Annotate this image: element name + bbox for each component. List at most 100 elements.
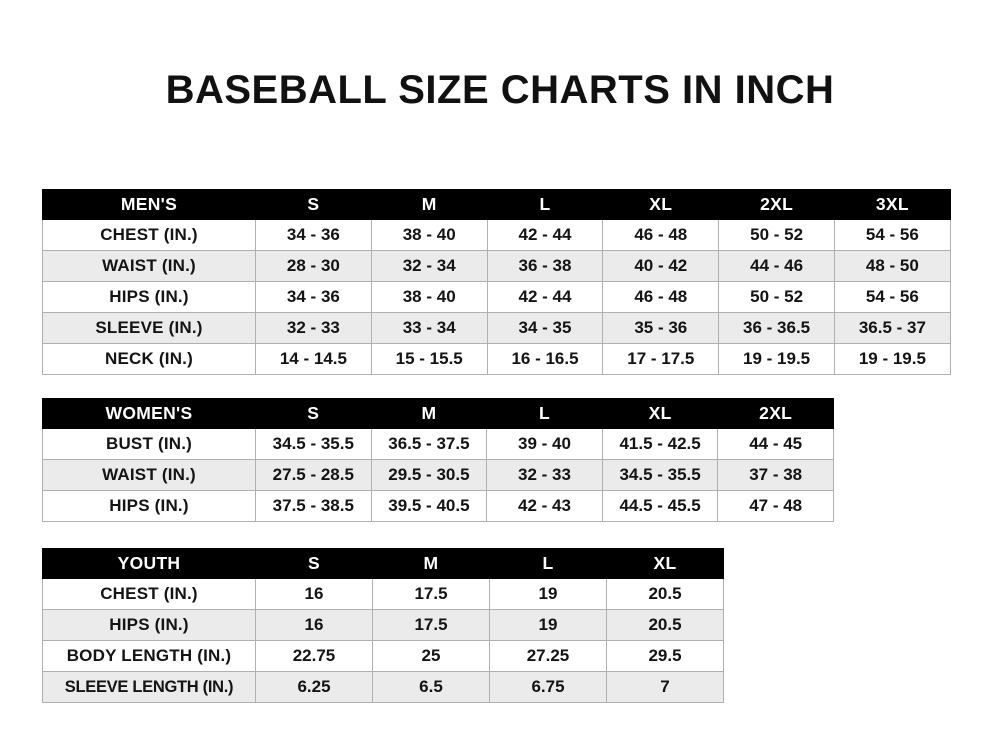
mens-size-header-s: S [255,189,372,220]
mens-hips-s: 34 - 36 [255,281,372,313]
mens-hips-3xl: 54 - 56 [833,281,951,313]
youth-hips-m: 17.5 [372,609,490,641]
youth-size-header-l: L [489,548,607,579]
youth-chest-xl: 20.5 [606,578,724,610]
table-row: BODY LENGTH (IN.) 22.75 25 27.25 29.5 [42,640,724,672]
mens-chest-l: 42 - 44 [486,219,604,251]
mens-chest-2xl: 50 - 52 [718,219,835,251]
womens-hips-2xl: 47 - 48 [717,490,834,522]
mens-waist-m: 32 - 34 [370,250,488,282]
mens-row-label-hips: HIPS (IN.) [42,281,256,313]
womens-size-header-s: S [255,398,372,429]
womens-bust-2xl: 44 - 45 [717,428,834,460]
mens-chest-xl: 46 - 48 [602,219,720,251]
womens-size-header-xl: XL [601,398,719,429]
womens-hips-l: 42 - 43 [486,490,603,522]
womens-hips-xl: 44.5 - 45.5 [601,490,719,522]
youth-header-row: YOUTH S M L XL [42,548,724,579]
youth-size-header-m: M [372,548,490,579]
mens-waist-3xl: 48 - 50 [833,250,951,282]
table-row: SLEEVE (IN.) 32 - 33 33 - 34 34 - 35 35 … [42,312,951,344]
mens-sleeve-l: 34 - 35 [486,312,604,344]
womens-waist-l: 32 - 33 [486,459,603,491]
table-row: WAIST (IN.) 27.5 - 28.5 29.5 - 30.5 32 -… [42,459,834,491]
mens-sleeve-m: 33 - 34 [370,312,488,344]
womens-waist-xl: 34.5 - 35.5 [601,459,719,491]
youth-size-header-xl: XL [606,548,724,579]
table-row: HIPS (IN.) 37.5 - 38.5 39.5 - 40.5 42 - … [42,490,834,522]
youth-hips-xl: 20.5 [606,609,724,641]
womens-size-table: WOMEN'S S M L XL 2XL BUST (IN.) 34.5 - 3… [42,398,834,522]
youth-body-length-s: 22.75 [255,640,373,672]
mens-waist-xl: 40 - 42 [602,250,720,282]
youth-row-label-sleeve-length: SLEEVE LENGTH (IN.) [42,671,256,703]
mens-neck-m: 15 - 15.5 [370,343,488,375]
youth-sleeve-length-l: 6.75 [489,671,607,703]
youth-chest-m: 17.5 [372,578,490,610]
womens-row-label-bust: BUST (IN.) [42,428,256,460]
womens-waist-s: 27.5 - 28.5 [255,459,372,491]
mens-neck-l: 16 - 16.5 [486,343,604,375]
womens-header-row: WOMEN'S S M L XL 2XL [42,398,834,429]
mens-chest-s: 34 - 36 [255,219,372,251]
mens-sleeve-3xl: 36.5 - 37 [833,312,951,344]
youth-size-table: YOUTH S M L XL CHEST (IN.) 16 17.5 19 20… [42,548,724,703]
page-title: BASEBALL SIZE CHARTS IN INCH [165,68,835,112]
mens-size-header-xl: XL [602,189,720,220]
table-row: NECK (IN.) 14 - 14.5 15 - 15.5 16 - 16.5… [42,343,951,375]
womens-table-header: WOMEN'S S M L XL 2XL [42,398,834,429]
mens-header-row: MEN'S S M L XL 2XL 3XL [42,189,951,220]
table-row: WAIST (IN.) 28 - 30 32 - 34 36 - 38 40 -… [42,250,951,282]
womens-bust-m: 36.5 - 37.5 [370,428,488,460]
youth-table-body: CHEST (IN.) 16 17.5 19 20.5 HIPS (IN.) 1… [42,578,724,703]
mens-size-header-2xl: 2XL [718,189,835,220]
youth-hips-l: 19 [489,609,607,641]
youth-body-length-m: 25 [372,640,490,672]
mens-size-table: MEN'S S M L XL 2XL 3XL CHEST (IN.) 34 - … [42,189,951,375]
womens-category-label: WOMEN'S [42,398,256,429]
mens-category-label: MEN'S [42,189,256,220]
womens-bust-s: 34.5 - 35.5 [255,428,372,460]
womens-row-label-waist: WAIST (IN.) [42,459,256,491]
womens-bust-xl: 41.5 - 42.5 [601,428,719,460]
youth-body-length-xl: 29.5 [606,640,724,672]
womens-waist-m: 29.5 - 30.5 [370,459,488,491]
youth-row-label-chest: CHEST (IN.) [42,578,256,610]
youth-body-length-l: 27.25 [489,640,607,672]
mens-row-label-neck: NECK (IN.) [42,343,256,375]
womens-size-header-l: L [486,398,603,429]
mens-hips-2xl: 50 - 52 [718,281,835,313]
mens-size-header-3xl: 3XL [833,189,951,220]
table-row: SLEEVE LENGTH (IN.) 6.25 6.5 6.75 7 [42,671,724,703]
mens-hips-l: 42 - 44 [486,281,604,313]
mens-row-label-waist: WAIST (IN.) [42,250,256,282]
youth-row-label-body-length: BODY LENGTH (IN.) [42,640,256,672]
mens-size-header-m: M [370,189,488,220]
womens-hips-m: 39.5 - 40.5 [370,490,488,522]
youth-table-header: YOUTH S M L XL [42,548,724,579]
table-row: HIPS (IN.) 34 - 36 38 - 40 42 - 44 46 - … [42,281,951,313]
mens-size-header-l: L [486,189,604,220]
mens-waist-l: 36 - 38 [486,250,604,282]
table-row: CHEST (IN.) 34 - 36 38 - 40 42 - 44 46 -… [42,219,951,251]
womens-table-body: BUST (IN.) 34.5 - 35.5 36.5 - 37.5 39 - … [42,428,834,522]
mens-table-header: MEN'S S M L XL 2XL 3XL [42,189,951,220]
youth-chest-s: 16 [255,578,373,610]
mens-waist-s: 28 - 30 [255,250,372,282]
table-row: CHEST (IN.) 16 17.5 19 20.5 [42,578,724,610]
womens-bust-l: 39 - 40 [486,428,603,460]
womens-size-header-m: M [370,398,488,429]
mens-sleeve-s: 32 - 33 [255,312,372,344]
womens-row-label-hips: HIPS (IN.) [42,490,256,522]
mens-neck-3xl: 19 - 19.5 [833,343,951,375]
mens-row-label-chest: CHEST (IN.) [42,219,256,251]
mens-waist-2xl: 44 - 46 [718,250,835,282]
mens-sleeve-2xl: 36 - 36.5 [718,312,835,344]
mens-hips-xl: 46 - 48 [602,281,720,313]
mens-row-label-sleeve: SLEEVE (IN.) [42,312,256,344]
table-row: HIPS (IN.) 16 17.5 19 20.5 [42,609,724,641]
mens-sleeve-xl: 35 - 36 [602,312,720,344]
mens-chest-3xl: 54 - 56 [833,219,951,251]
mens-neck-2xl: 19 - 19.5 [718,343,835,375]
